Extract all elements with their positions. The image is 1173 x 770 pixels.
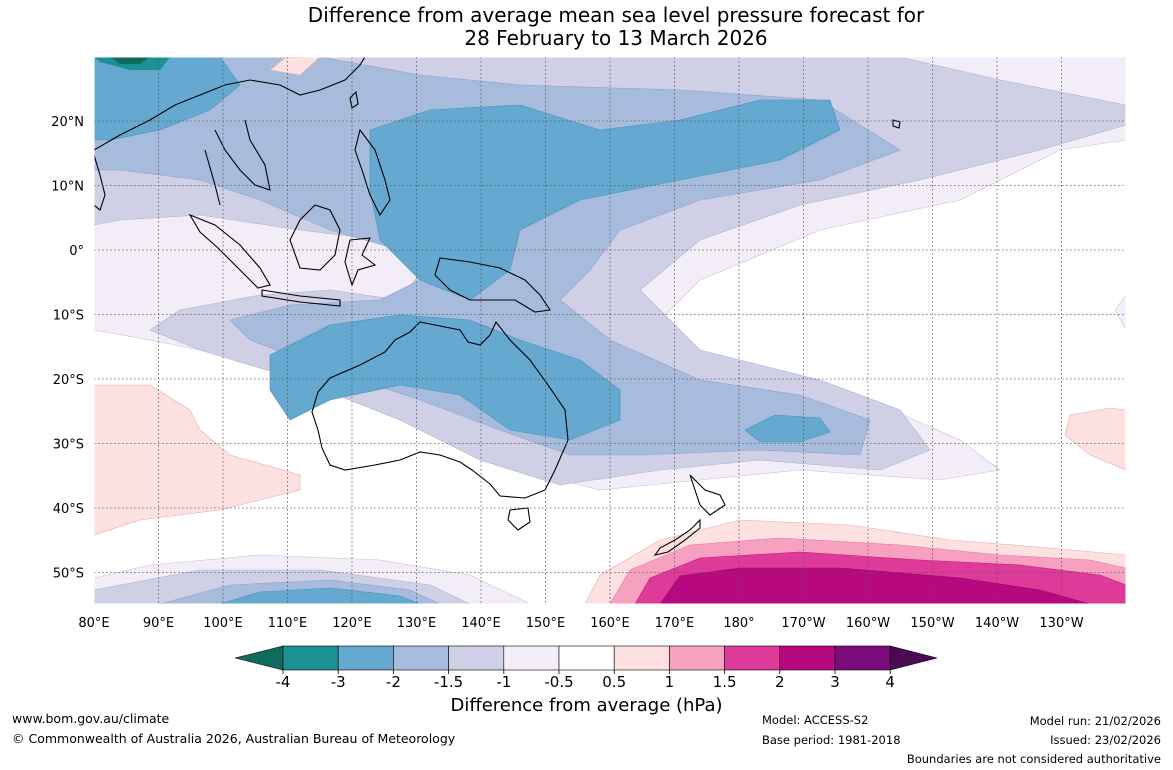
colorbar-swatch xyxy=(613,645,670,671)
java-coast xyxy=(261,289,341,307)
x-tick-label: 170°W xyxy=(781,616,825,631)
colorbar-tick-label: -2 xyxy=(386,673,401,691)
x-tick-label: 120°E xyxy=(332,616,372,631)
colorbar-tick-label: -4 xyxy=(276,673,291,691)
colorbar-tick-label: 1.5 xyxy=(713,673,737,691)
colorbar-swatch xyxy=(282,645,339,671)
band-neg-4 xyxy=(110,57,150,64)
x-tick-label: 100°E xyxy=(203,616,243,631)
x-tick-label: 140°W xyxy=(975,616,1019,631)
borneo-coast xyxy=(289,204,341,271)
colorbar-swatch xyxy=(393,645,449,671)
colorbar-swatch xyxy=(724,645,781,671)
x-tick-label: 130°W xyxy=(1039,616,1083,631)
new-zealand-south xyxy=(653,518,701,556)
colorbar-swatch xyxy=(558,645,615,671)
y-axis-labels: 20°N 10°N 0° 10°S 20°S 30°S 40°S 50°S xyxy=(51,115,84,582)
colorbar-tick-label: 1 xyxy=(665,673,675,691)
colorbar: -4 -3 -2 -1.5 -1 -0.5 0.5 1 1.5 2 3 4 xyxy=(234,645,938,691)
colorbar-extend-high xyxy=(889,645,938,671)
x-tick-label: 110°E xyxy=(268,616,308,631)
model-name: Model: ACCESS-S2 xyxy=(762,713,869,727)
colorbar-tick-label: 4 xyxy=(885,673,895,691)
colorbar-tick-label: 2 xyxy=(775,673,785,691)
colorbar-tick-label: -1 xyxy=(496,673,511,691)
tasmania-coast xyxy=(507,507,531,531)
colorbar-tick-label: -3 xyxy=(331,673,346,691)
colorbar-swatch xyxy=(669,645,725,671)
colorbar-swatch xyxy=(337,645,394,671)
band-pos-2 xyxy=(659,567,1091,604)
colorbar-swatch xyxy=(834,645,891,671)
mainland-asia-coast xyxy=(94,57,366,206)
model-run-date: Model run: 21/02/2026 xyxy=(1029,714,1161,728)
band-pos-0-5-west xyxy=(94,384,301,536)
philippines-coast xyxy=(354,128,391,217)
y-tick-label: 20°N xyxy=(51,115,84,130)
y-tick-label: 0° xyxy=(69,244,84,259)
boundaries-disclaimer: Boundaries are not considered authoritat… xyxy=(906,752,1161,766)
x-tick-label: 150°W xyxy=(910,616,954,631)
colorbar-extend-low xyxy=(234,645,284,671)
taiwan-coast xyxy=(349,90,359,109)
hawaii-coast xyxy=(892,119,901,129)
x-tick-label: 170°E xyxy=(655,616,695,631)
graticule xyxy=(94,57,1126,604)
colorbar-tick-label: -1.5 xyxy=(434,673,463,691)
sulawesi-coast xyxy=(344,237,377,287)
new-guinea-coast xyxy=(434,257,551,313)
y-tick-label: 10°S xyxy=(53,309,84,324)
x-tick-label: 140°E xyxy=(461,616,501,631)
copyright-text: © Commonwealth of Australia 2026, Austra… xyxy=(12,731,456,746)
x-axis-labels: 80°E 90°E 100°E 110°E 120°E 130°E 140°E 150°E 16… xyxy=(78,616,1083,631)
new-zealand-north xyxy=(689,474,726,516)
x-tick-label: 80°E xyxy=(78,616,109,631)
base-period: Base period: 1981-2018 xyxy=(762,733,901,747)
sumatra-coast xyxy=(188,213,271,289)
y-tick-label: 30°S xyxy=(53,438,84,453)
colorbar-title: Difference from average (hPa) xyxy=(450,695,723,716)
x-tick-label: 90°E xyxy=(143,616,174,631)
band-neg-2-b xyxy=(269,314,621,441)
title-line-2: 28 February to 13 March 2026 xyxy=(464,26,768,50)
colorbar-tick-label: 0.5 xyxy=(602,673,626,691)
colorbar-tick-label: -0.5 xyxy=(544,673,573,691)
x-tick-label: 160°W xyxy=(846,616,890,631)
y-tick-label: 40°S xyxy=(53,502,84,517)
colorbar-swatch xyxy=(779,645,836,671)
india-coast xyxy=(94,154,106,211)
band-pos-0-5-north xyxy=(269,57,321,76)
title-line-1: Difference from average mean sea level p… xyxy=(307,3,925,27)
y-tick-label: 20°S xyxy=(53,373,84,388)
band-neg-0-5-east xyxy=(1114,294,1126,331)
website-link[interactable]: www.bom.gov.au/climate xyxy=(12,711,170,726)
colorbar-swatch xyxy=(503,645,560,671)
band-neg-2-c xyxy=(744,414,831,443)
band-neg-2-south xyxy=(219,587,421,604)
x-tick-label: 130°E xyxy=(397,616,437,631)
band-pos-0-5-east xyxy=(1064,407,1126,471)
y-tick-label: 50°S xyxy=(53,567,84,582)
colorbar-tick-label: 3 xyxy=(830,673,840,691)
issued-date: Issued: 23/02/2026 xyxy=(1050,733,1161,747)
colorbar-swatch xyxy=(448,645,505,671)
x-tick-label: 150°E xyxy=(526,616,566,631)
x-tick-label: 160°E xyxy=(590,616,630,631)
coastlines xyxy=(94,57,901,556)
y-tick-label: 10°N xyxy=(51,180,84,195)
map-title: Difference from average mean sea level p… xyxy=(0,4,1173,50)
x-tick-label: 180° xyxy=(723,616,754,631)
map-frame xyxy=(93,56,1127,605)
